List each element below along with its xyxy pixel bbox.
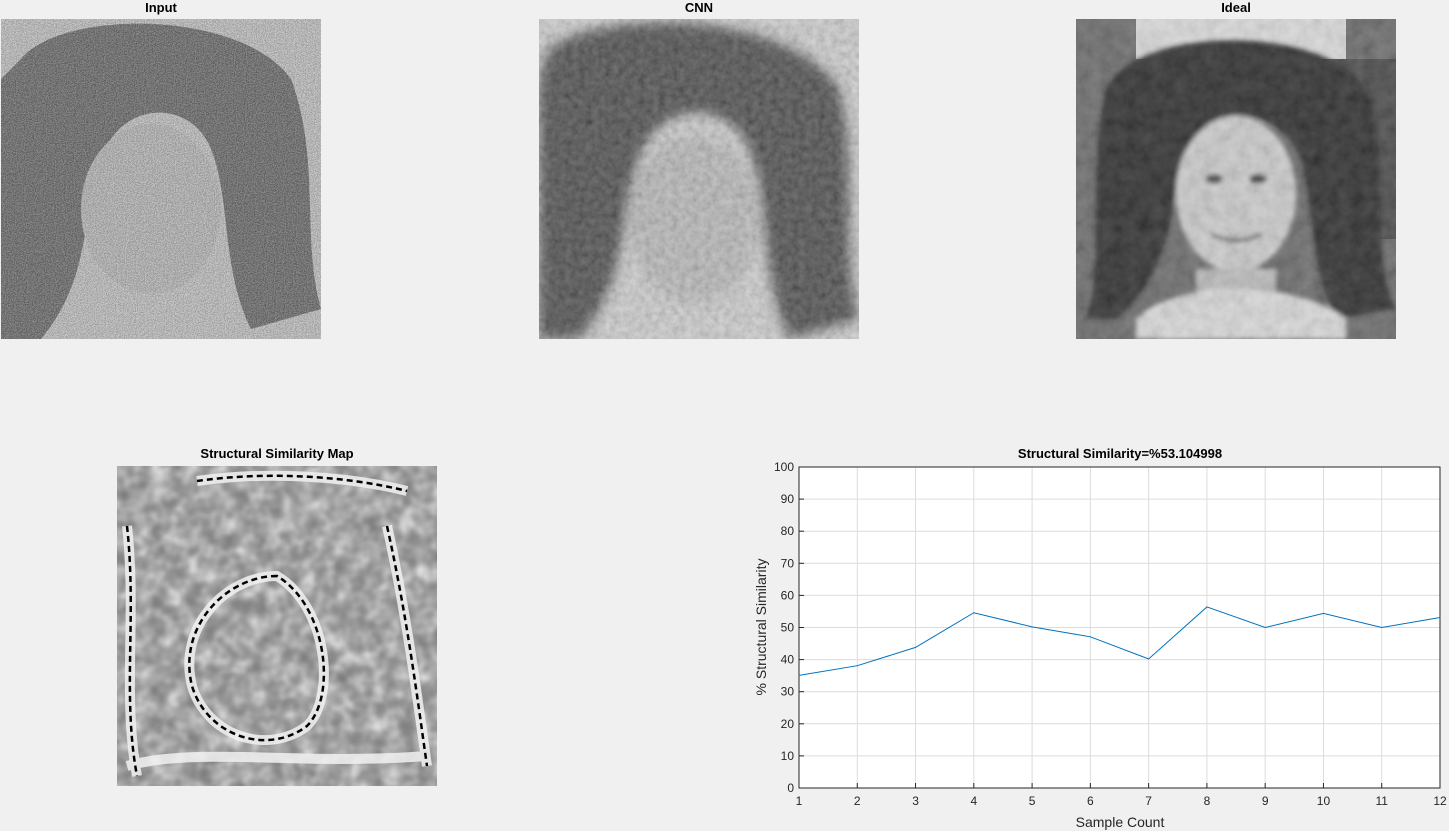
y-tick-label: 0: [787, 781, 794, 795]
x-tick-label: 4: [970, 794, 977, 808]
data-point: [1439, 617, 1441, 619]
data-point: [1031, 626, 1033, 628]
x-tick-label: 9: [1262, 794, 1269, 808]
data-point: [1381, 627, 1383, 628]
y-axis-label: % Structural Similarity: [753, 559, 769, 696]
y-tick-label: 90: [781, 492, 795, 506]
y-tick-label: 60: [781, 588, 795, 602]
x-tick-label: 10: [1317, 794, 1331, 808]
y-tick-label: 40: [781, 653, 795, 667]
cnn-output-image: [539, 19, 859, 339]
data-point: [973, 612, 975, 614]
y-tick-label: 80: [781, 524, 795, 538]
data-point: [1264, 627, 1266, 628]
y-tick-label: 70: [781, 556, 795, 570]
x-axis-label: Sample Count: [1076, 814, 1165, 830]
input-panel-title: Input: [145, 0, 177, 15]
x-tick-label: 11: [1375, 794, 1388, 808]
data-point: [798, 674, 800, 676]
series-line: [798, 606, 1441, 676]
ideal-panel-title: Ideal: [1221, 0, 1251, 15]
y-tick-label: 50: [781, 621, 795, 635]
x-tick-label: 12: [1433, 794, 1447, 808]
series-points: [798, 606, 1441, 676]
cnn-panel-title: CNN: [684, 0, 714, 15]
y-tick-label: 100: [774, 460, 794, 474]
ssim-map-panel-title: Structural Similarity Map: [200, 446, 354, 461]
y-tick-label: 10: [781, 749, 795, 763]
data-point: [1206, 606, 1208, 608]
y-tick-label: 20: [781, 717, 795, 731]
data-point: [1322, 612, 1324, 614]
data-point: [856, 665, 858, 667]
data-point: [1089, 636, 1091, 638]
data-point: [915, 646, 917, 648]
x-tick-label: 2: [854, 794, 861, 808]
x-tick-label: 6: [1087, 794, 1094, 808]
ssim-map-image: [117, 466, 437, 786]
y-tick-label: 30: [781, 685, 795, 699]
chart-title: Structural Similarity=%53.104998: [1018, 446, 1222, 461]
x-tick-label: 8: [1204, 794, 1211, 808]
input-noisy-image: [1, 19, 321, 339]
x-axis-ticks: 1 2 3 4 5 6 7 8 9 10 11 12: [796, 783, 1447, 808]
data-point: [1148, 658, 1150, 660]
x-tick-label: 1: [796, 794, 803, 808]
x-tick-label: 5: [1029, 794, 1036, 808]
x-tick-label: 7: [1145, 794, 1152, 808]
x-tick-label: 3: [912, 794, 919, 808]
ideal-reference-image: [1076, 19, 1396, 339]
plot-frame: [798, 466, 1441, 789]
